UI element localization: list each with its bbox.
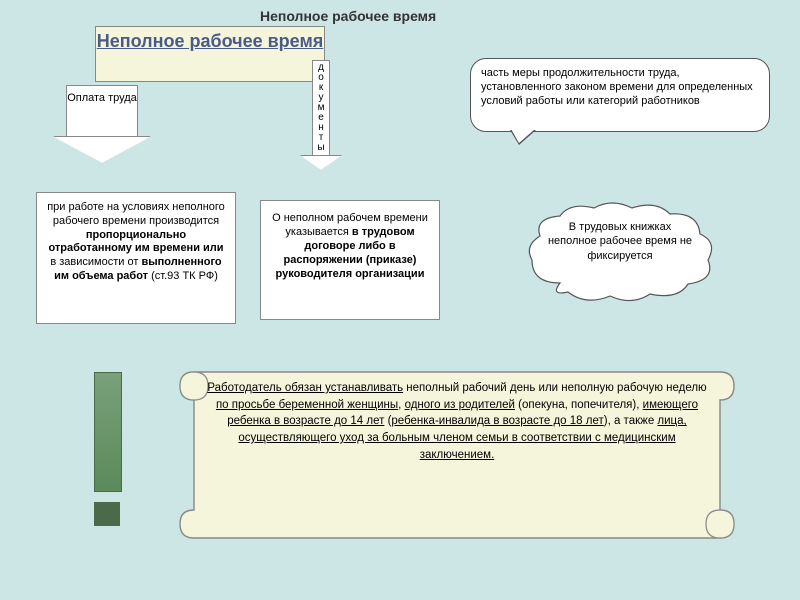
documents-arrow-block: документы: [312, 60, 341, 170]
text: в зависимости от: [50, 256, 141, 268]
text: (ст.93 ТК РФ): [148, 270, 218, 282]
page-heading: Неполное рабочее время: [260, 8, 436, 24]
u: одного из родителей: [405, 399, 515, 411]
text: при работе на условиях неполного рабочег…: [47, 201, 225, 227]
down-arrow-icon: [301, 156, 341, 170]
documents-strip: документы: [312, 60, 330, 156]
definition-callout: часть меры продолжительности труда, уста…: [470, 58, 770, 132]
documents-box: О неполном рабочем времени указывается в…: [260, 200, 440, 320]
u: Работодатель обязан устанавливать: [207, 382, 403, 394]
pay-arrow-block: Оплата труда: [66, 85, 150, 163]
obligation-scroll: Работодатель обязан устанавливать неполн…: [170, 360, 744, 540]
cloud-text: В трудовых книжках неполное рабочее врем…: [544, 220, 696, 263]
down-arrow-icon: [54, 137, 150, 163]
t: ), а также: [604, 415, 658, 427]
scroll-text: Работодатель обязан устанавливать неполн…: [206, 380, 708, 463]
u: по просьбе беременной женщины: [216, 399, 398, 411]
u: ребенка-инвалида в возрасте до 18 лет: [391, 415, 603, 427]
cloud-note: В трудовых книжках неполное рабочее врем…: [520, 198, 720, 308]
text-bold: пропорционально отработанному им времени…: [48, 229, 223, 255]
proportional-pay-box: при работе на условиях неполного рабочег…: [36, 192, 236, 324]
t: (опекуна, попечителя),: [515, 399, 643, 411]
exclamation-icon: [80, 372, 140, 542]
t: неполный рабочий день или неполную рабоч…: [403, 382, 707, 394]
pay-arrow-label: Оплата труда: [66, 85, 138, 137]
main-title-box: Неполное рабочее время: [95, 26, 325, 82]
